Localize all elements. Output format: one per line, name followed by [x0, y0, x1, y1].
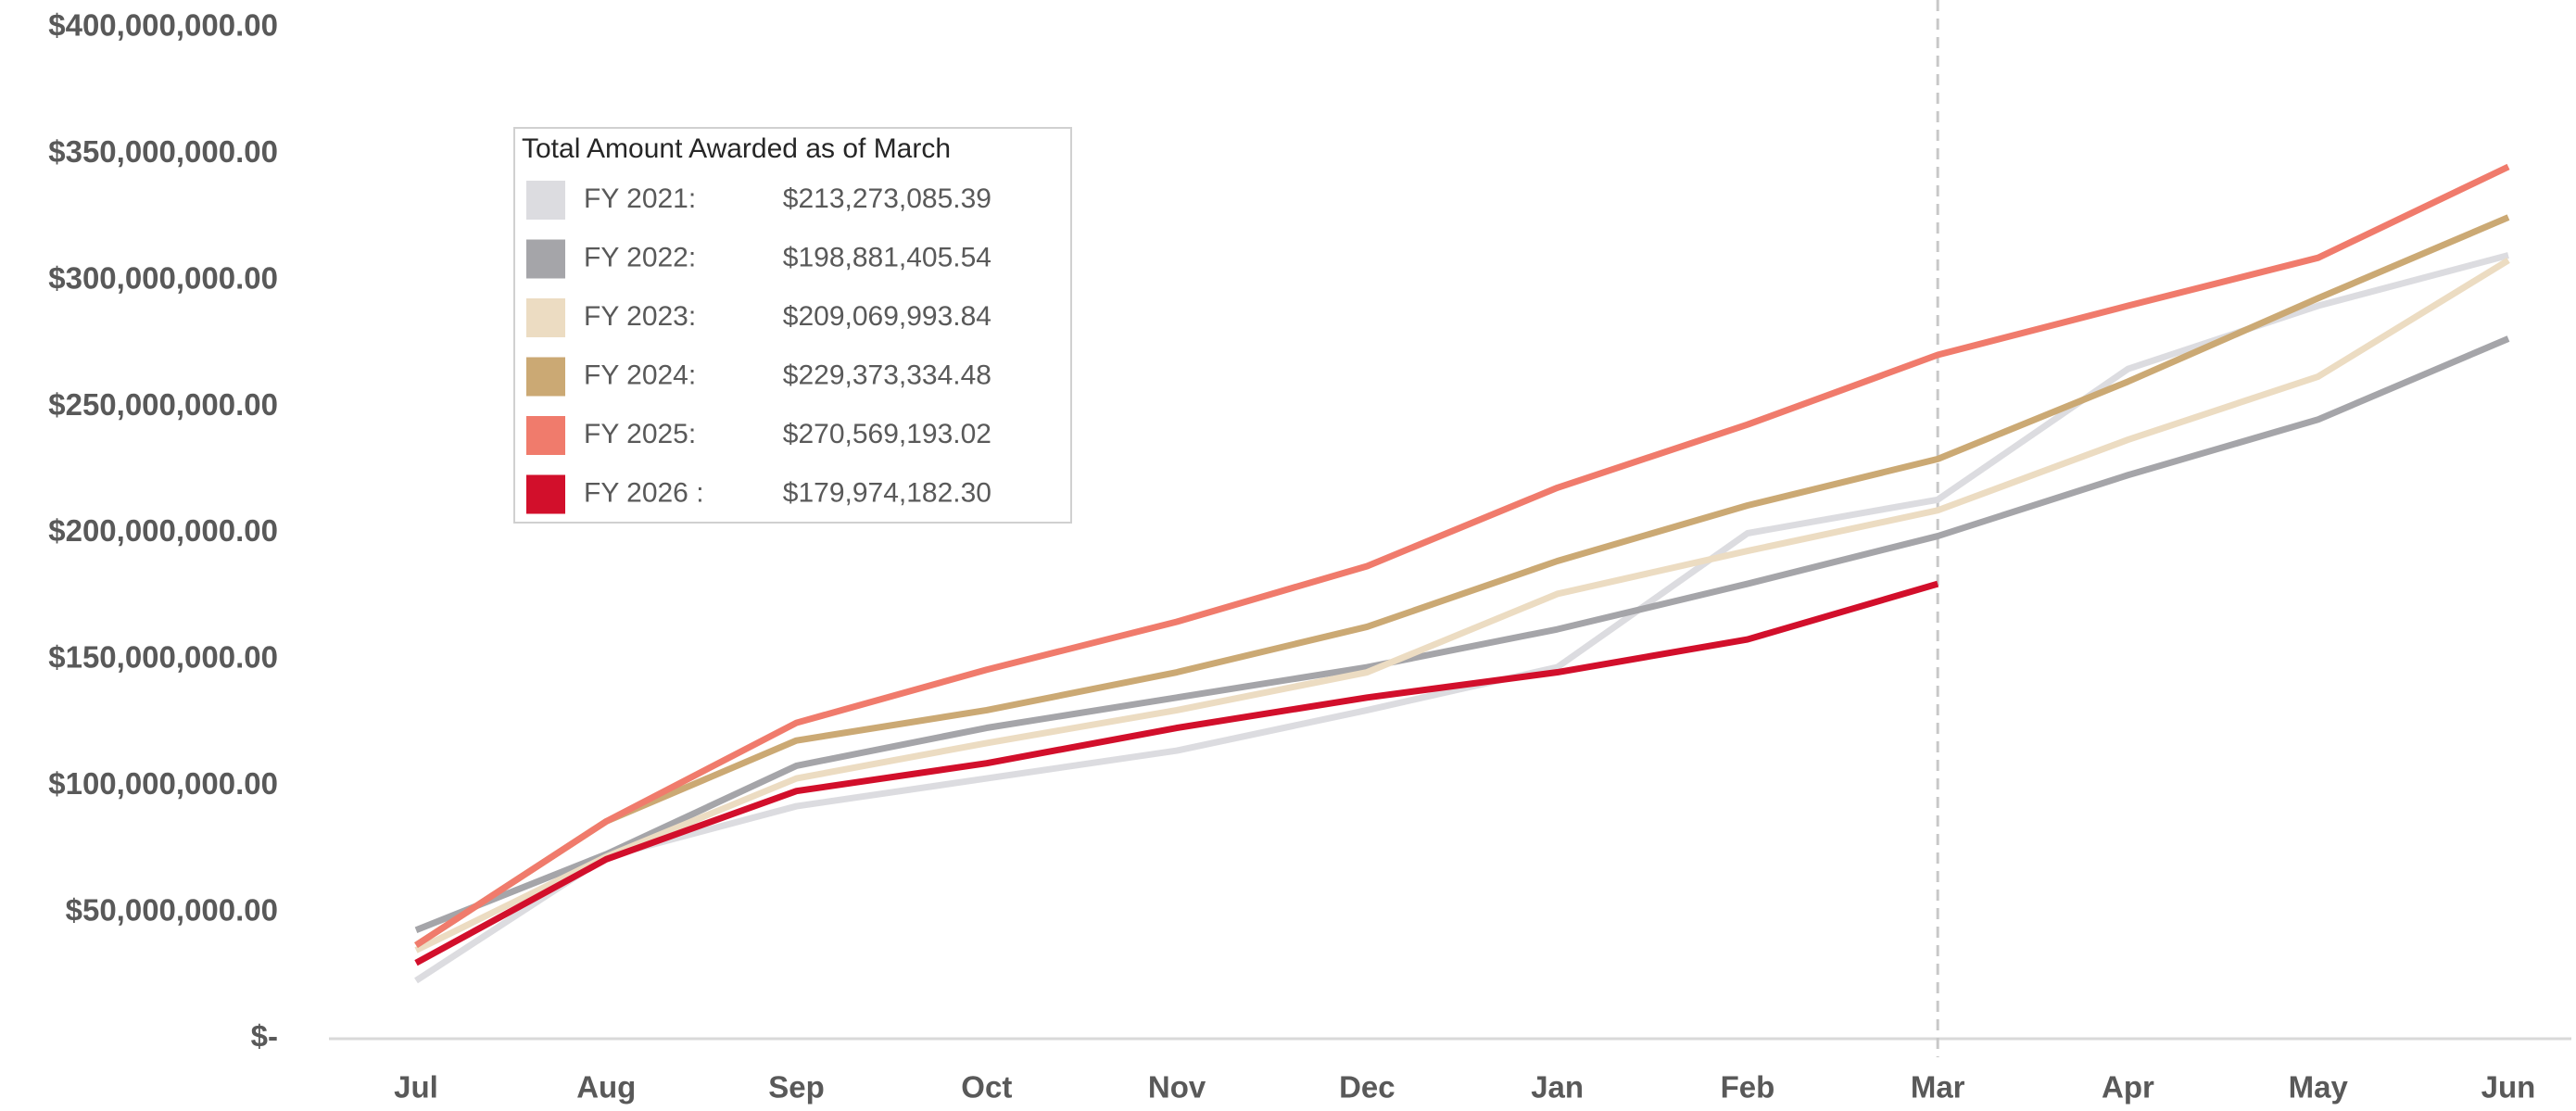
x-tick-label: Feb [1721, 1070, 1775, 1105]
legend-swatch [526, 239, 565, 279]
y-tick-label: $200,000,000.00 [48, 513, 278, 548]
y-tick-label: $300,000,000.00 [48, 260, 278, 295]
x-tick-label: Aug [576, 1070, 636, 1105]
series-line [414, 257, 2510, 953]
legend-label: FY 2023: [584, 301, 696, 332]
legend-value: $209,069,993.84 [783, 301, 991, 332]
legend-value: $229,373,334.48 [783, 360, 991, 390]
legend-value: $270,569,193.02 [783, 419, 991, 449]
legend-value: $213,273,085.39 [783, 183, 991, 214]
y-tick-label: $50,000,000.00 [66, 892, 278, 927]
series-line [414, 214, 2510, 949]
legend-label: FY 2024: [584, 360, 696, 390]
y-tick-label: $400,000,000.00 [48, 8, 278, 43]
legend-value: $179,974,182.30 [783, 477, 991, 508]
x-tick-label: Nov [1148, 1070, 1206, 1105]
legend-swatch [526, 416, 565, 455]
legend: Total Amount Awarded as of March FY 2021:… [513, 127, 1072, 524]
x-tick-label: Jan [1531, 1070, 1584, 1105]
legend-label: FY 2021: [584, 183, 696, 214]
y-tick-label: $250,000,000.00 [48, 387, 278, 422]
y-tick-label: $150,000,000.00 [48, 640, 278, 675]
x-tick-label: Oct [961, 1070, 1012, 1105]
x-tick-label: Jun [2481, 1070, 2536, 1105]
legend-swatch [526, 298, 565, 337]
x-tick-label: Jul [394, 1070, 438, 1105]
legend-box [513, 127, 1072, 524]
x-tick-label: Mar [1911, 1070, 1965, 1105]
legend-swatch [526, 474, 565, 514]
legend-label: FY 2026 : [584, 477, 704, 508]
y-tick-label: $- [251, 1019, 278, 1054]
legend-value: $198,881,405.54 [783, 242, 991, 272]
x-tick-label: Sep [768, 1070, 825, 1105]
legend-swatch [526, 181, 565, 220]
legend-label: FY 2022: [584, 242, 696, 272]
x-tick-label: Apr [2102, 1070, 2154, 1105]
x-tick-label: Dec [1339, 1070, 1395, 1105]
legend-swatch [526, 357, 565, 397]
legend-title: Total Amount Awarded as of March [522, 133, 951, 164]
series-line [414, 252, 2509, 984]
series-line [414, 335, 2510, 933]
series-line [414, 163, 2510, 949]
series-line [414, 580, 1939, 966]
y-tick-label: $350,000,000.00 [48, 134, 278, 169]
x-tick-label: May [2289, 1070, 2349, 1105]
y-tick-label: $100,000,000.00 [48, 766, 278, 801]
legend-label: FY 2025: [584, 419, 696, 449]
